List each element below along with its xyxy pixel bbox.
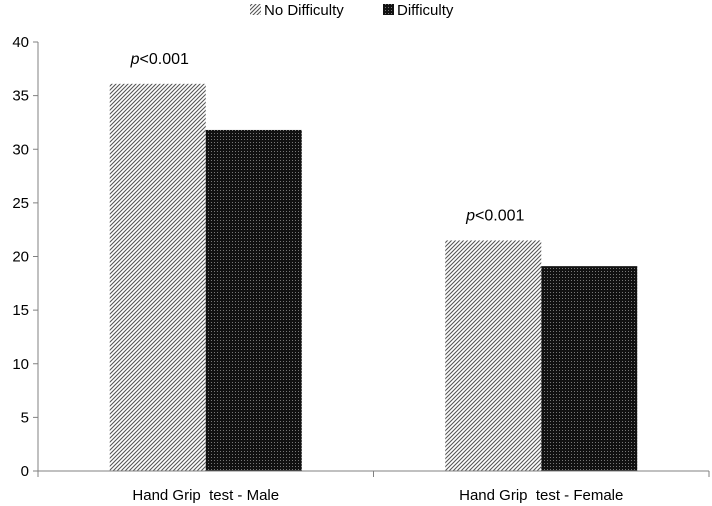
x-tick-label: Hand Grip test - Male — [132, 487, 279, 504]
y-tick-label: 10 — [12, 356, 29, 373]
y-tick-label: 40 — [12, 34, 29, 51]
y-tick-label: 25 — [12, 195, 29, 212]
bar-no-difficulty — [445, 240, 542, 471]
legend-swatch-no-difficulty — [250, 4, 261, 15]
bars — [109, 83, 638, 471]
p-value-annotation: p<0.001 — [465, 207, 524, 224]
y-axis: 0 5 10 15 20 25 30 35 40 — [12, 34, 39, 480]
x-axis: Hand Grip test - Male Hand Grip test - Fe… — [37, 470, 710, 504]
y-tick-label: 20 — [12, 249, 29, 266]
annotations: p<0.001 p<0.001 — [130, 51, 525, 225]
legend-swatch-difficulty — [383, 4, 394, 15]
y-tick-label: 5 — [21, 409, 29, 426]
y-tick-label: 35 — [12, 88, 29, 105]
bar-difficulty — [205, 129, 302, 471]
legend-label-difficulty: Difficulty — [397, 2, 454, 19]
y-tick-label: 15 — [12, 302, 29, 319]
legend: No Difficulty Difficulty — [250, 2, 454, 19]
bar-difficulty — [541, 266, 638, 471]
x-tick-label: Hand Grip test - Female — [459, 487, 623, 504]
legend-label-no-difficulty: No Difficulty — [264, 2, 344, 19]
y-tick-label: 30 — [12, 141, 29, 158]
p-value-annotation: p<0.001 — [130, 51, 189, 68]
y-tick-label: 0 — [21, 463, 29, 480]
bar-no-difficulty — [109, 83, 206, 471]
